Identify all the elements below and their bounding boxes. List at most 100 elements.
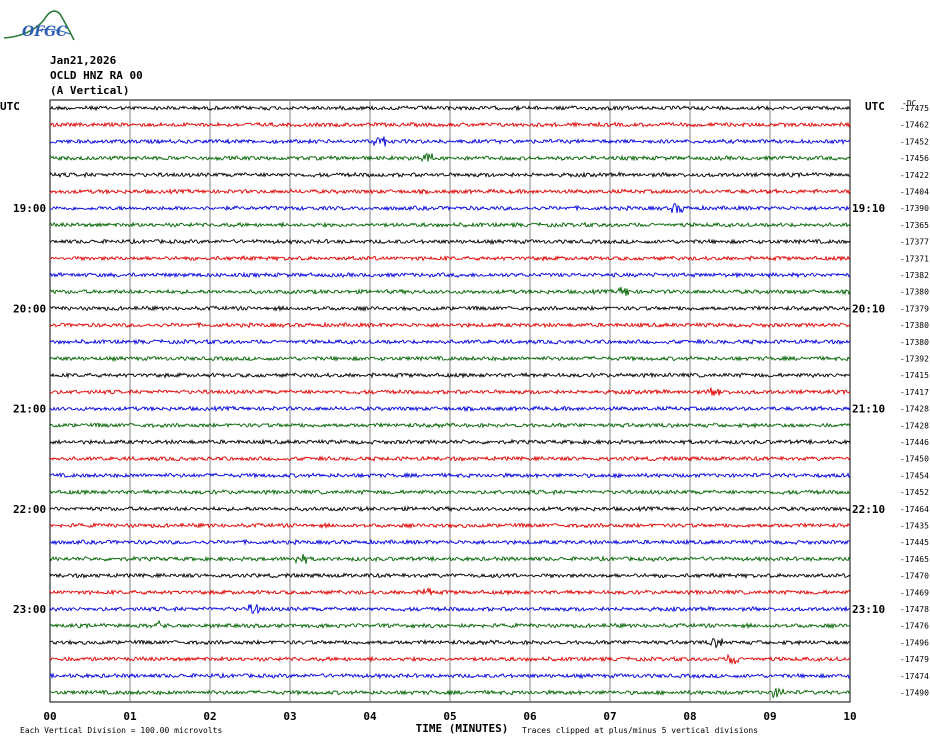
trace-line: [49, 136, 851, 147]
dc-offset-label: -17469: [900, 588, 929, 597]
x-tick-label: 10: [843, 710, 856, 723]
trace-line: [49, 237, 851, 246]
dc-offset-label: -17478: [900, 605, 929, 614]
dc-offset-label: -17390: [900, 204, 929, 213]
left-time-label: 19:00: [13, 202, 46, 215]
x-tick-label: 03: [283, 710, 296, 723]
dc-offset-label: -17365: [900, 221, 929, 230]
x-tick-label: 04: [363, 710, 377, 723]
right-time-label: 22:10: [852, 503, 885, 516]
offset-header-label: -DC: [902, 99, 917, 108]
trace-line: [49, 286, 851, 296]
trace-line: [49, 553, 851, 565]
trace-line: [49, 687, 851, 699]
trace-line: [49, 671, 851, 680]
trace-line: [49, 153, 851, 163]
date-label: Jan21,2026: [50, 54, 117, 67]
right-time-label: 20:10: [852, 302, 885, 315]
dc-offset-label: -17462: [900, 121, 929, 130]
trace-line: [49, 254, 851, 262]
dc-offset-label: -17380: [900, 321, 929, 330]
dc-offset-label: -17392: [900, 355, 929, 364]
ofgc-logo: [3, 10, 75, 41]
trace-line: [49, 653, 851, 666]
utc-right-label: UTC: [865, 100, 885, 113]
trace-line: [49, 538, 851, 546]
trace-line: [49, 104, 851, 112]
trace-line: [49, 120, 851, 129]
trace-line: [49, 637, 851, 649]
dc-offset-label: -17377: [900, 238, 929, 247]
trace-line: [49, 488, 851, 496]
left-time-label: 22:00: [13, 503, 46, 516]
trace-line: [49, 421, 851, 429]
trace-line: [49, 587, 851, 596]
dc-offset-label: -17422: [900, 171, 929, 180]
dc-offset-label: -17371: [900, 254, 929, 263]
x-tick-label: 06: [523, 710, 537, 723]
dc-offset-label: -17476: [900, 622, 929, 631]
trace-line: [49, 354, 851, 362]
dc-offset-label: -17404: [900, 188, 929, 197]
x-tick-label: 02: [203, 710, 216, 723]
x-tick-label: 08: [683, 710, 696, 723]
x-axis-label: TIME (MINUTES): [416, 722, 509, 735]
dc-offset-label: -17450: [900, 455, 929, 464]
right-time-label: 19:10: [852, 202, 885, 215]
dc-offset-label: -17445: [900, 538, 929, 547]
dc-offset-label: -17475: [900, 104, 929, 113]
dc-offset-label: -17496: [900, 638, 929, 647]
x-tick-label: 01: [123, 710, 137, 723]
trace-line: [49, 619, 851, 630]
trace-line: [49, 304, 850, 313]
trace-line: [49, 203, 851, 214]
x-tick-label: 09: [763, 710, 776, 723]
trace-line: [49, 338, 851, 346]
dc-offset-label: -17435: [900, 522, 929, 531]
trace-line: [49, 604, 851, 615]
trace-line: [49, 572, 851, 580]
trace-line: [49, 455, 851, 463]
dc-offset-label: -17417: [900, 388, 929, 397]
dc-offset-label: -17379: [900, 304, 929, 313]
trace-line: [49, 521, 851, 530]
dc-offset-label: -17454: [900, 471, 929, 480]
dc-offset-label: -17479: [900, 655, 929, 664]
x-tick-label: 05: [443, 710, 456, 723]
trace-line: [49, 471, 851, 479]
dc-offset-label: -17380: [900, 338, 929, 347]
dc-offset-label: -17490: [900, 689, 929, 698]
x-tick-label: 00: [43, 710, 56, 723]
dc-offset-label: -17452: [900, 137, 929, 146]
trace-line: [49, 321, 851, 329]
left-time-label: 20:00: [13, 302, 46, 315]
dc-offset-label: -17380: [900, 288, 929, 297]
trace-line: [49, 405, 851, 413]
dc-offset-label: -17474: [900, 672, 929, 681]
dc-offset-label: -17470: [900, 572, 929, 581]
dc-offset-label: -17456: [900, 154, 929, 163]
right-time-label: 21:10: [852, 403, 885, 416]
trace-line: [49, 387, 851, 396]
station-label: OCLD HNZ RA 00: [50, 69, 143, 82]
dc-offset-label: -17382: [900, 271, 929, 280]
trace-line: [49, 188, 851, 196]
trace-line: [49, 371, 851, 379]
right-time-label: 23:10: [852, 603, 885, 616]
x-tick-label: 07: [603, 710, 616, 723]
dc-offset-label: -17452: [900, 488, 929, 497]
left-time-label: 23:00: [13, 603, 46, 616]
logo-text: OFGC: [22, 24, 68, 40]
footer-right-note: Traces clipped at plus/minus 5 vertical …: [522, 726, 758, 735]
left-time-label: 21:00: [13, 403, 46, 416]
dc-offset-label: -17415: [900, 371, 929, 380]
dc-offset-label: -17464: [900, 505, 929, 514]
trace-line: [49, 171, 850, 179]
footer-left-note: Each Vertical Division = 100.00 microvol…: [20, 726, 222, 735]
dc-offset-label: -17428: [900, 421, 929, 430]
dc-offset-label: -17465: [900, 555, 929, 564]
trace-line: [49, 438, 851, 446]
dc-offset-label: -17428: [900, 405, 929, 414]
